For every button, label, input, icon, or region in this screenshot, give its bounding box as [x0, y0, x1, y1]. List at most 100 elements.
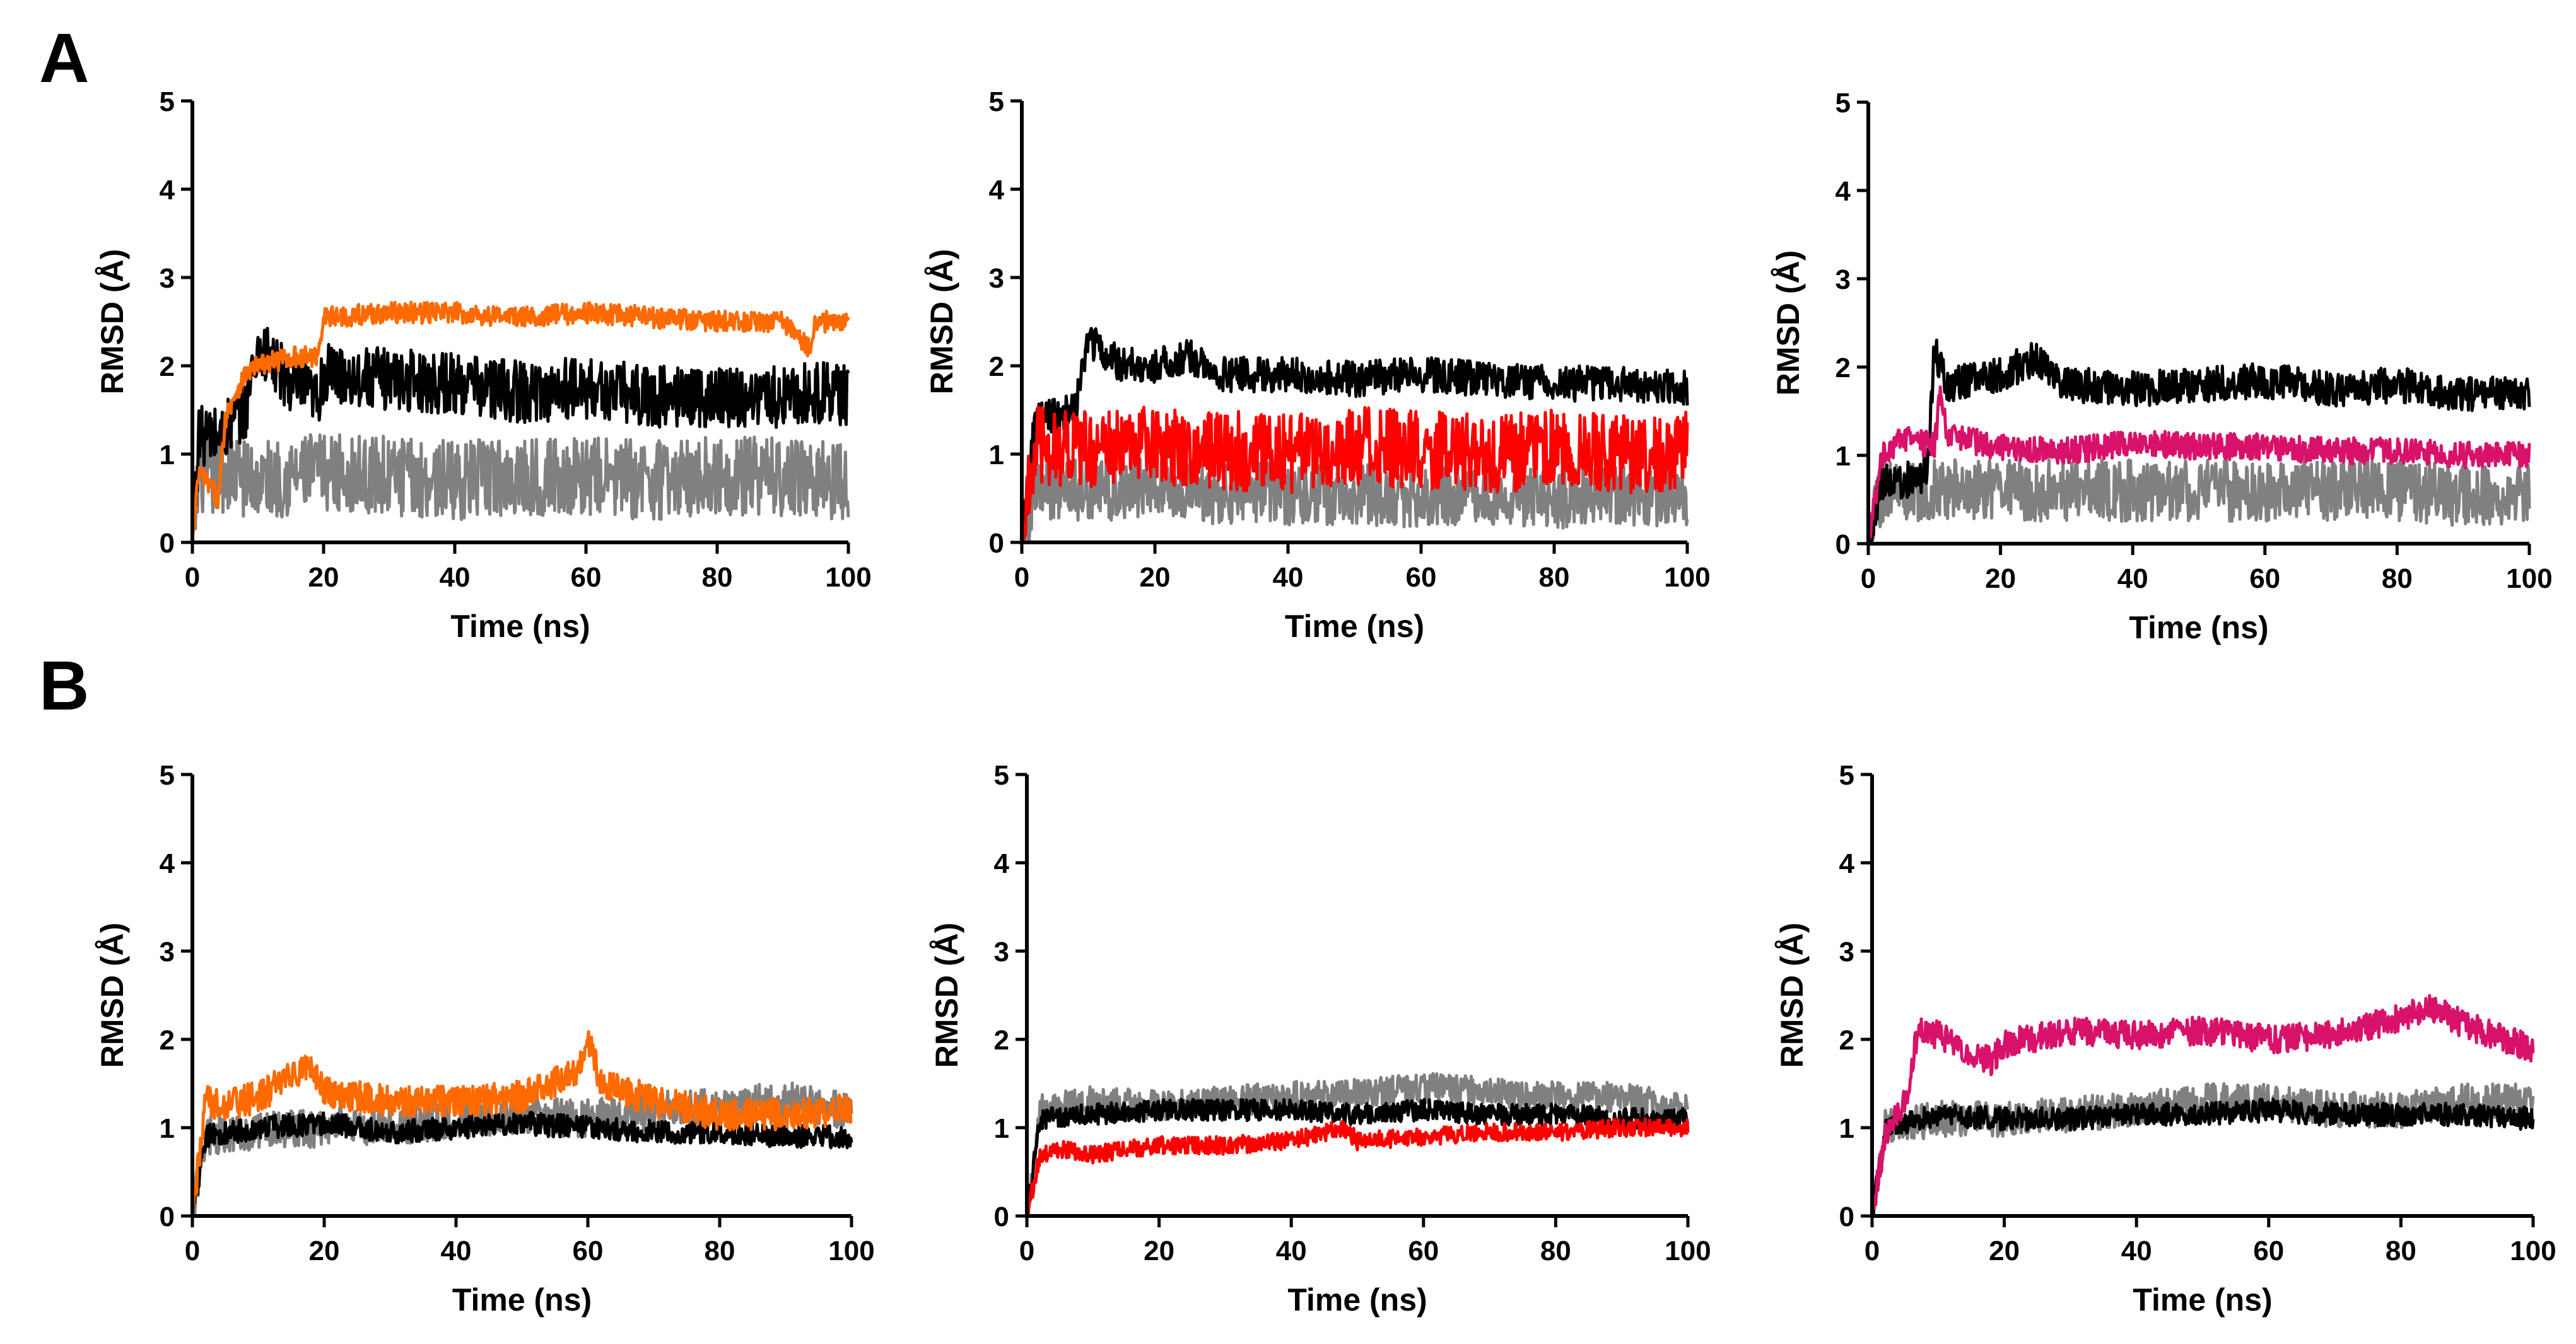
- chart-a3: 0 1 2 3 4 5 0 20 40 60 80 100 Time (ns) RMSD (Å): [1771, 88, 2553, 645]
- x-tick-label: 40: [2121, 1236, 2152, 1266]
- x-tick-label: 80: [2382, 563, 2413, 594]
- x-tick-label: 40: [441, 1236, 472, 1266]
- x-tick-label: 60: [573, 1236, 604, 1266]
- x-tick-label: 80: [702, 562, 733, 593]
- chart-b1: 0 1 2 3 4 5 0 20 40 60 80 100 Time (ns) RMSD (Å): [95, 760, 875, 1318]
- series-gray-line: [190, 433, 850, 543]
- series-gray-line: [1867, 458, 2531, 546]
- x-tick-label: 40: [1276, 1236, 1307, 1266]
- y-axis-title: RMSD (Å): [929, 923, 964, 1068]
- series-orange-line: [190, 1030, 853, 1217]
- y-axis-title: RMSD (Å): [1771, 250, 1806, 396]
- y-tick-label: 2: [994, 1025, 1009, 1056]
- series-red-line: [1021, 406, 1689, 544]
- x-tick-label: 100: [1665, 1236, 1711, 1266]
- y-tick-label: 5: [989, 86, 1004, 117]
- y-tick-label: 4: [1835, 176, 1851, 207]
- series-magenta-line: [1866, 385, 2531, 544]
- x-tick-label: 80: [1539, 562, 1570, 593]
- x-tick-label: 100: [2510, 1236, 2556, 1266]
- y-tick-label: 0: [160, 1201, 175, 1232]
- x-tick-label: 20: [1989, 1236, 2020, 1266]
- series-black-line: [190, 327, 850, 543]
- x-tick-label: 20: [1144, 1236, 1174, 1266]
- x-axis-title: Time (ns): [1287, 1282, 1427, 1318]
- x-tick-label: 40: [2117, 563, 2148, 594]
- x-tick-label: 20: [1140, 562, 1171, 593]
- y-tick-label: 2: [160, 351, 175, 382]
- y-tick-label: 5: [160, 86, 175, 117]
- axes: [190, 774, 852, 1218]
- y-tick-label: 3: [1839, 937, 1854, 967]
- y-tick-label: 0: [994, 1201, 1009, 1232]
- y-tick-label: 3: [989, 263, 1004, 294]
- x-axis-title: Time (ns): [2129, 610, 2268, 645]
- x-tick-label: 100: [1664, 562, 1710, 593]
- y-tick-label: 2: [989, 351, 1004, 382]
- axes: [1870, 774, 2533, 1218]
- x-tick-label: 60: [1408, 1236, 1439, 1266]
- x-tick-label: 60: [2249, 563, 2280, 594]
- y-tick-label: 4: [160, 848, 175, 879]
- x-tick-label: 0: [1014, 562, 1029, 593]
- y-tick-label: 2: [1839, 1025, 1854, 1056]
- chart-a1: 0 1 2 3 4 5 0 20 40 60 80 100 Time (ns) RMSD (Å): [95, 86, 872, 644]
- y-tick-label: 3: [994, 937, 1009, 967]
- x-tick-label: 0: [1865, 1236, 1880, 1266]
- series-black-line: [190, 1111, 853, 1217]
- x-axis-title: Time (ns): [2133, 1282, 2272, 1318]
- x-tick-label: 80: [705, 1236, 735, 1266]
- y-tick-label: 3: [160, 937, 175, 967]
- y-axis-title: RMSD (Å): [95, 923, 130, 1068]
- x-tick-label: 0: [1019, 1236, 1034, 1266]
- y-tick-label: 4: [994, 848, 1010, 879]
- y-tick-label: 4: [1839, 848, 1855, 879]
- x-tick-label: 100: [2506, 563, 2552, 594]
- y-tick-label: 0: [989, 528, 1004, 559]
- y-axis-title: RMSD (Å): [924, 249, 959, 395]
- y-tick-label: 1: [160, 440, 175, 470]
- y-tick-label: 5: [994, 760, 1009, 791]
- x-tick-label: 60: [2253, 1236, 2284, 1266]
- chart-a2: 0 1 2 3 4 5 0 20 40 60 80 100 Time (ns) RMSD (Å): [924, 86, 1711, 644]
- x-tick-label: 20: [1985, 563, 2016, 594]
- x-axis-title: Time (ns): [450, 609, 590, 644]
- x-tick-label: 80: [2386, 1236, 2416, 1266]
- series-orange-line: [190, 300, 850, 543]
- y-tick-label: 3: [160, 263, 175, 294]
- x-tick-label: 40: [440, 562, 471, 593]
- chart-b3: 0 1 2 3 4 5 0 20 40 60 80 100 Time (ns) RMSD (Å): [1774, 760, 2556, 1318]
- y-tick-label: 4: [160, 175, 175, 206]
- x-tick-label: 0: [185, 1236, 200, 1266]
- y-tick-label: 4: [989, 175, 1005, 206]
- y-tick-label: 3: [1835, 264, 1851, 295]
- panel-label-a: A: [39, 20, 89, 97]
- y-tick-label: 1: [994, 1113, 1009, 1144]
- y-tick-label: 1: [989, 440, 1004, 470]
- x-tick-label: 20: [308, 562, 339, 593]
- x-tick-label: 0: [185, 562, 200, 593]
- x-tick-label: 80: [1540, 1236, 1571, 1266]
- y-tick-label: 0: [1835, 529, 1851, 560]
- series-black-line: [1021, 327, 1689, 544]
- series-black-line: [1870, 1097, 2535, 1217]
- x-tick-label: 20: [309, 1236, 340, 1266]
- x-axis-title: Time (ns): [1285, 609, 1424, 644]
- x-tick-label: 100: [825, 562, 871, 593]
- panel-label-b: B: [39, 647, 89, 725]
- x-tick-label: 0: [1861, 563, 1876, 594]
- y-tick-label: 1: [1835, 441, 1851, 472]
- y-tick-label: 0: [160, 528, 175, 559]
- y-tick-label: 0: [1839, 1201, 1854, 1232]
- x-tick-label: 60: [1406, 562, 1437, 593]
- series-black-line: [1866, 338, 2531, 544]
- x-tick-label: 60: [571, 562, 602, 593]
- series-gray-line: [1870, 1082, 2535, 1217]
- y-axis-title: RMSD (Å): [95, 249, 130, 395]
- series-black-line: [1026, 1097, 1690, 1218]
- series-magenta-line: [1870, 994, 2535, 1217]
- y-tick-label: 2: [1835, 353, 1851, 383]
- x-tick-label: 40: [1273, 562, 1304, 593]
